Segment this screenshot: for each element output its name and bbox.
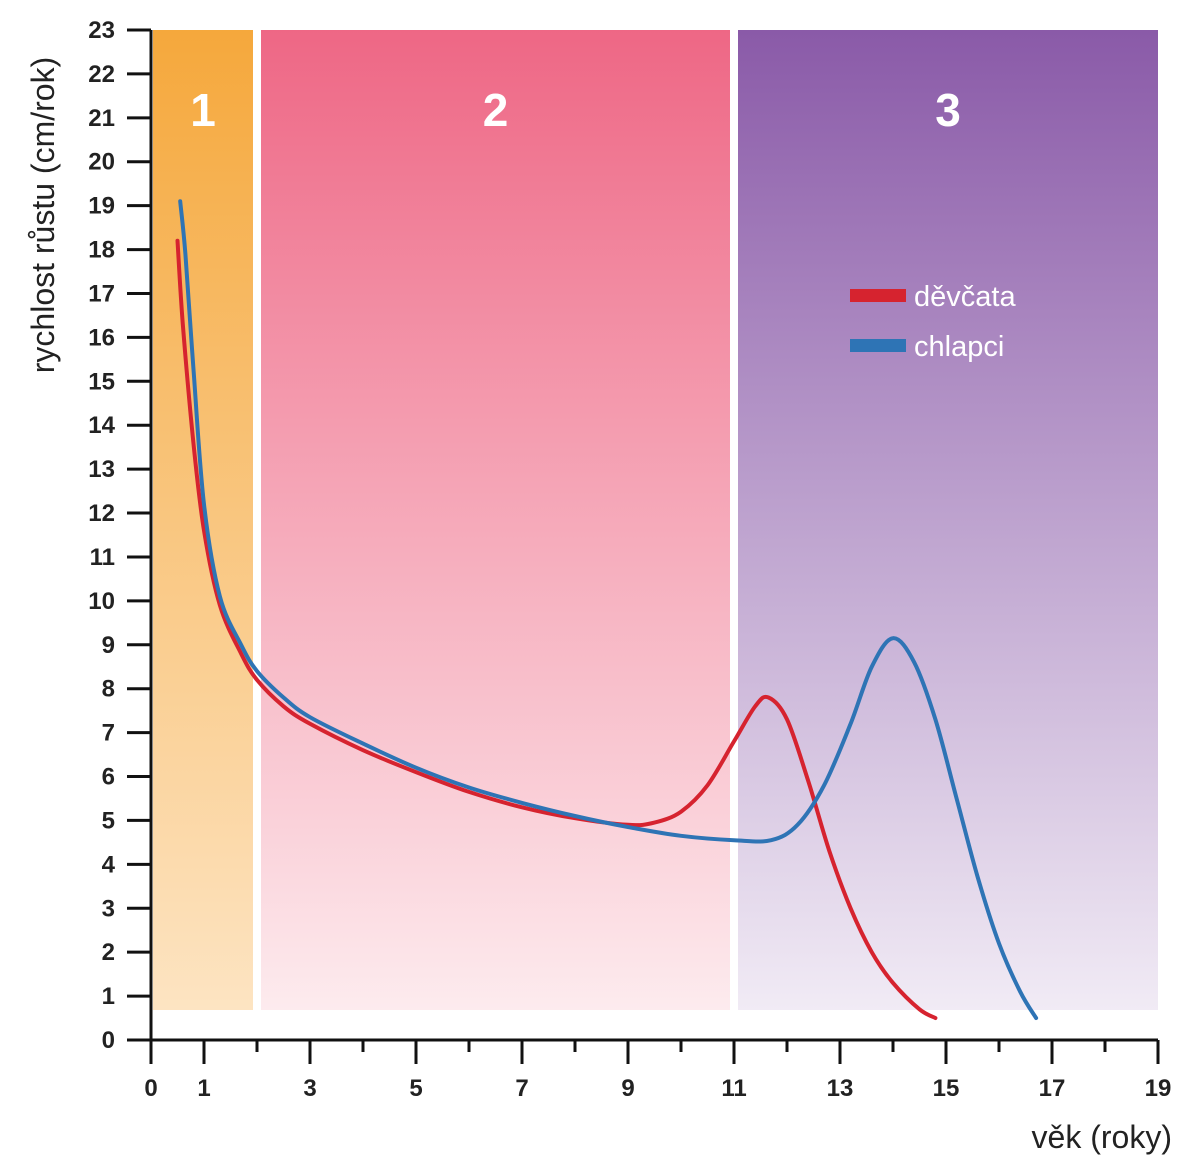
y-tick-label: 18 [88, 237, 115, 264]
y-tick-label: 20 [88, 149, 115, 176]
zone-2-background [261, 30, 730, 1010]
y-tick-label: 11 [90, 544, 115, 571]
y-tick-label: 13 [88, 456, 115, 483]
y-tick-label: 4 [102, 851, 116, 878]
y-tick-label: 10 [88, 588, 115, 615]
y-tick-label: 6 [102, 764, 115, 791]
x-tick-label: 9 [621, 1075, 634, 1102]
legend-label: děvčata [914, 281, 1016, 313]
y-axis-title: rychlost růstu (cm/rok) [25, 57, 61, 373]
y-tick-label: 1 [102, 983, 115, 1010]
zone-3-label: 3 [935, 84, 961, 136]
legend-swatch [850, 289, 906, 302]
x-tick-label: 5 [409, 1075, 422, 1102]
x-axis-ticks: 0 1 3 5 7 9 11 13 15 17 19 [144, 1040, 1171, 1102]
x-tick-label: 0 [144, 1075, 157, 1102]
y-tick-label: 7 [102, 720, 115, 747]
x-tick-label: 7 [515, 1075, 528, 1102]
y-tick-label: 9 [102, 632, 115, 659]
x-axis-title: věk (roky) [1032, 1119, 1172, 1155]
y-tick-label: 14 [88, 412, 115, 439]
x-tick-label: 11 [721, 1075, 746, 1102]
y-tick-label: 17 [88, 280, 115, 307]
y-tick-label: 12 [88, 500, 115, 527]
y-tick-label: 19 [88, 193, 115, 220]
y-tick-label: 5 [102, 807, 115, 834]
zone-3-background [738, 30, 1158, 1010]
y-tick-label: 3 [102, 895, 115, 922]
series-line-chlapci [178, 199, 1039, 1020]
legend: děvčata chlapci [850, 281, 1016, 363]
y-tick-label: 23 [88, 17, 115, 44]
x-tick-label: 1 [197, 1075, 210, 1102]
y-tick-label: 22 [88, 61, 115, 88]
y-tick-label: 0 [102, 1027, 115, 1054]
x-tick-label: 15 [933, 1075, 960, 1102]
y-tick-label: 15 [88, 368, 115, 395]
axes [149, 30, 1158, 1042]
x-tick-label: 3 [303, 1075, 316, 1102]
y-tick-label: 8 [102, 676, 115, 703]
x-tick-label: 17 [1039, 1075, 1066, 1102]
zone-1-label: 1 [190, 84, 216, 136]
x-tick-label: 19 [1145, 1075, 1172, 1102]
legend-swatch [850, 339, 906, 352]
series-lines [175, 199, 1039, 1020]
zone-2-label: 2 [483, 84, 509, 136]
y-tick-label: 2 [102, 939, 115, 966]
y-tick-label: 16 [88, 324, 115, 351]
x-tick-label: 13 [827, 1075, 854, 1102]
y-tick-label: 21 [88, 105, 115, 132]
legend-label: chlapci [914, 331, 1004, 363]
age-zones: 1 2 3 [153, 30, 1158, 1010]
